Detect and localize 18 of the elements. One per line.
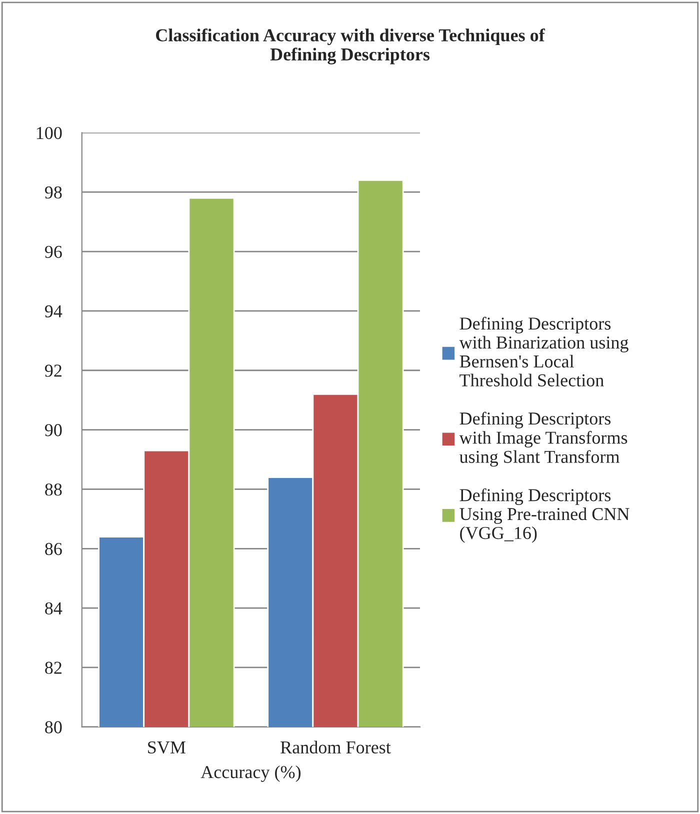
- legend-label: Defining Descriptors with Binarization using Bernsen's Local Threshold Selection: [459, 316, 628, 386]
- legend-label: Defining Descriptors Using Pre-trained CNN (VGG_16): [460, 488, 630, 543]
- y-tick-label: 92: [44, 364, 62, 377]
- y-tick-label: 96: [44, 246, 62, 258]
- y-tick-label: 86: [45, 542, 62, 556]
- x-axis-title: Accuracy (%): [200, 766, 301, 782]
- y-tick-label: 90: [44, 424, 62, 436]
- chart-title: Classification Accuracy with diverse Techniques of Defining Descriptors: [156, 28, 546, 64]
- y-tick-label: 82: [45, 662, 62, 674]
- y-tick-label: 84: [45, 602, 62, 614]
- y-tick-label: 94: [44, 305, 62, 318]
- x-tick-label: Random Forest: [280, 740, 391, 754]
- y-tick-label: 100: [36, 126, 62, 140]
- legend-label: Defining Descriptors with Image Transforms using Slant Transform: [459, 412, 628, 467]
- x-tick-label: SVM: [148, 741, 186, 754]
- y-tick-label: 88: [45, 483, 62, 496]
- y-tick-label: 98: [44, 186, 62, 199]
- y-tick-label: 80: [45, 721, 62, 734]
